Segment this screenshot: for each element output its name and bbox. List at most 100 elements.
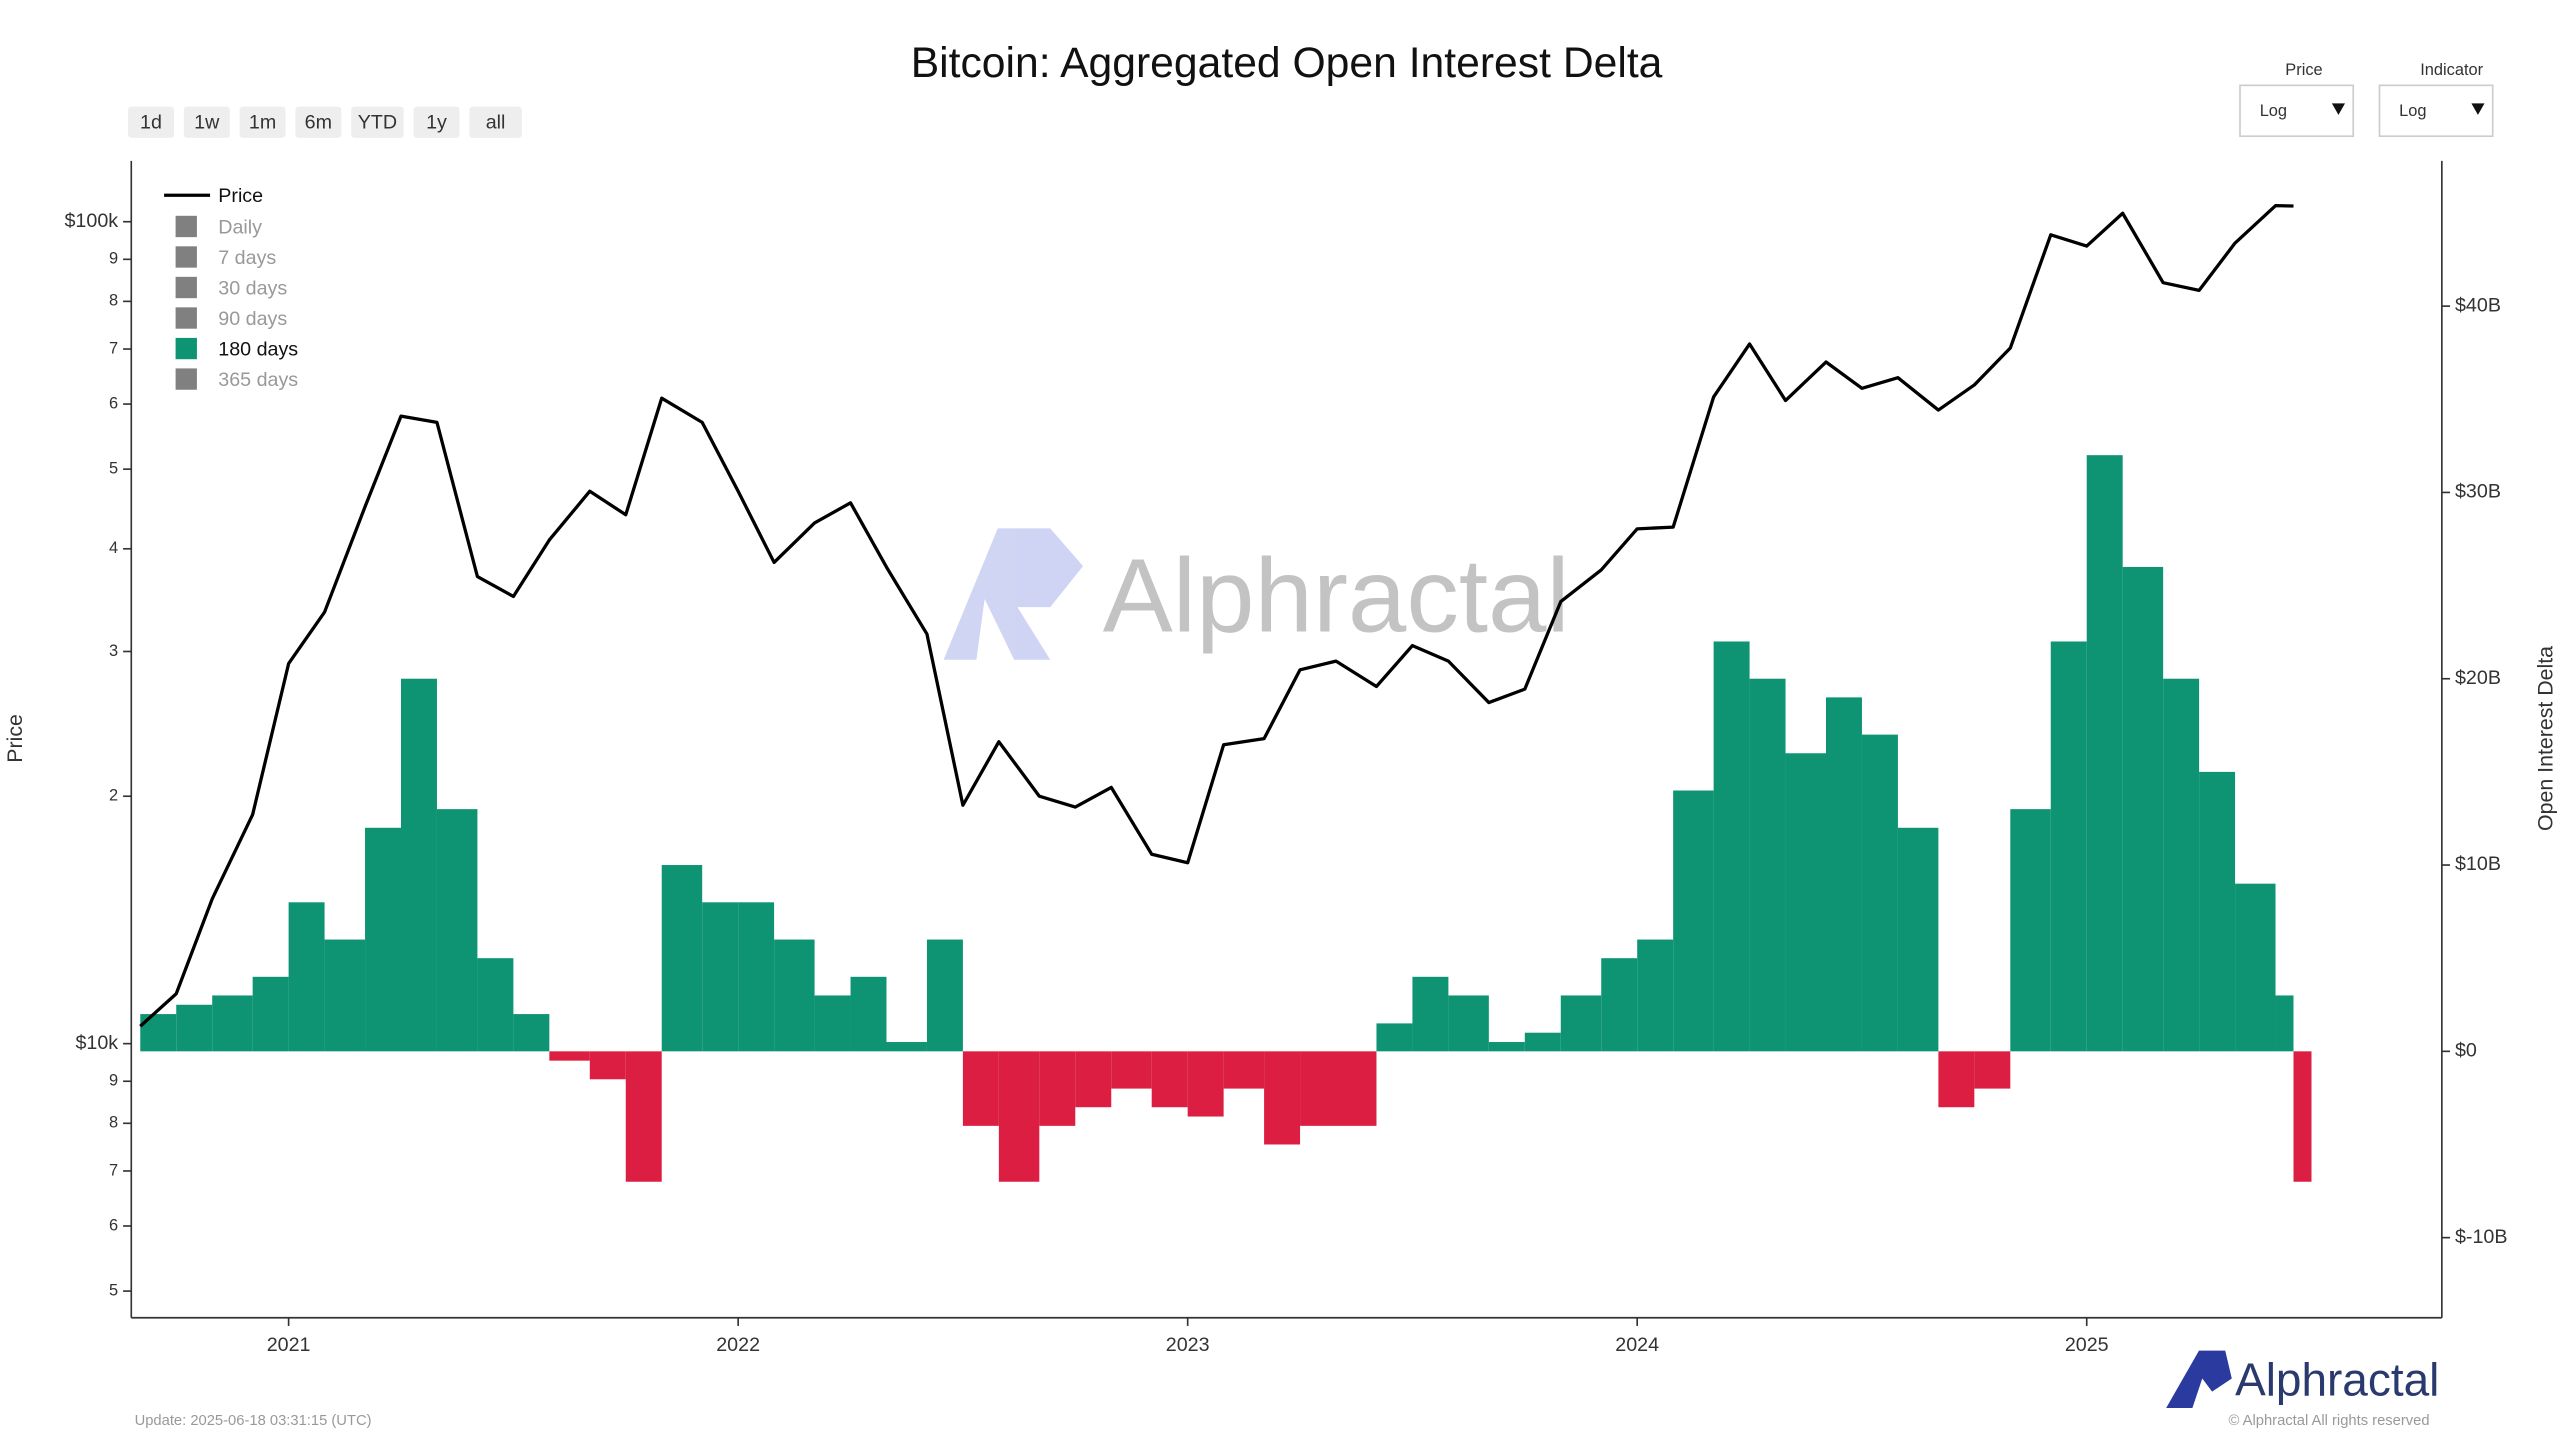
x-tick-label: 2023 — [1166, 1334, 1210, 1356]
range-button-label[interactable]: 1m — [249, 111, 276, 133]
oi-delta-bar — [2122, 566, 2164, 1052]
range-button-label[interactable]: 1d — [140, 111, 162, 133]
oi-delta-bar — [1111, 1051, 1152, 1089]
oi-delta-bar — [2275, 995, 2294, 1052]
oi-delta-bar — [1300, 1051, 1337, 1126]
oi-delta-bar — [1412, 976, 1449, 1052]
oi-delta-bar — [2293, 1051, 2312, 1182]
range-button-label[interactable]: 1y — [426, 111, 447, 133]
oi-delta-bar — [400, 678, 437, 1052]
range-button-box[interactable] — [128, 106, 174, 138]
oi-delta-bar — [1223, 1051, 1265, 1089]
oi-delta-bar — [1825, 697, 1862, 1052]
legend-swatch[interactable] — [175, 215, 197, 238]
oi-delta-bar — [1713, 641, 1750, 1052]
legend-label[interactable]: 90 days — [218, 308, 287, 330]
legend: Price Daily 7 days 30 days 90 days 180 days 36… — [164, 185, 298, 391]
oi-delta-bar — [1637, 939, 1674, 1052]
oi-delta-bar — [1075, 1051, 1112, 1108]
x-tick-label: 2021 — [267, 1334, 311, 1356]
dropdown-arrow[interactable] — [2471, 103, 2485, 115]
range-button[interactable]: 1d — [128, 106, 174, 138]
dropdown-arrow[interactable] — [2331, 103, 2346, 115]
oi-delta-bar — [1524, 1032, 1561, 1052]
range-button[interactable]: 6m — [295, 106, 342, 138]
dropdown-value[interactable]: Log — [2260, 102, 2287, 120]
y-tick-label: 4 — [109, 539, 118, 557]
y-tick-label: 6 — [109, 394, 118, 412]
legend-label[interactable]: 180 days — [218, 338, 298, 360]
legend-swatch[interactable] — [175, 307, 197, 329]
legend-swatch[interactable] — [175, 276, 197, 299]
legend-swatch[interactable] — [175, 337, 197, 360]
legend-swatch[interactable] — [175, 368, 197, 390]
oi-delta-bar — [212, 995, 253, 1052]
x-tick-label: 2025 — [2065, 1334, 2109, 1356]
oi-delta-bar — [176, 1004, 213, 1052]
oi-delta-bar — [774, 939, 815, 1052]
oi-delta-bar — [1601, 958, 1638, 1052]
range-button[interactable]: 1m — [239, 106, 286, 138]
indicator-scale-dropdown[interactable]: Log — [2378, 84, 2494, 138]
range-button-box[interactable] — [239, 106, 286, 138]
dropdown-box[interactable] — [2378, 84, 2494, 138]
y-tick-label: 5 — [109, 1281, 118, 1299]
update-text: Update: 2025-06-18 03:31:15 (UTC) — [135, 1413, 372, 1429]
range-button[interactable]: 1w — [183, 106, 230, 138]
range-button-box[interactable] — [413, 106, 460, 138]
legend-label[interactable]: 365 days — [218, 369, 298, 391]
oi-delta-bar — [477, 958, 514, 1052]
legend-label[interactable]: 7 days — [218, 247, 276, 269]
range-button-label[interactable]: all — [486, 111, 506, 133]
range-button-label[interactable]: YTD — [358, 111, 397, 133]
y-axis-label: Price — [3, 714, 27, 763]
y-tick-label: 6 — [109, 1216, 118, 1234]
range-button-label[interactable]: 6m — [305, 111, 332, 133]
oi-delta-bar — [2086, 455, 2123, 1052]
oi-delta-bar — [702, 902, 739, 1052]
oi-delta-bar — [2163, 678, 2200, 1052]
dropdown-value[interactable]: Log — [2399, 102, 2426, 120]
range-button-label[interactable]: 1w — [194, 111, 220, 133]
oi-delta-bar — [2235, 883, 2276, 1052]
oi-delta-bar — [962, 1051, 999, 1126]
range-button[interactable]: 1y — [413, 106, 460, 138]
y2-tick-label: $30B — [2455, 481, 2501, 503]
oi-delta-bar — [513, 1014, 550, 1052]
range-button[interactable]: all — [469, 106, 522, 138]
price-scale-label: Price — [2285, 61, 2322, 79]
dropdown-box[interactable] — [2239, 84, 2355, 138]
range-button-box[interactable] — [351, 106, 404, 138]
oi-delta-bar — [1749, 678, 1786, 1052]
range-button-box[interactable] — [183, 106, 230, 138]
oi-delta-bar — [1861, 734, 1898, 1052]
range-button[interactable]: YTD — [351, 106, 404, 138]
y-tick-label: 7 — [109, 339, 118, 357]
oi-delta-bar — [926, 939, 963, 1052]
oi-delta-bar — [1488, 1042, 1525, 1052]
y2-tick-label: $0 — [2455, 1040, 2477, 1062]
y-tick-label: 9 — [109, 1072, 118, 1090]
price-scale-dropdown[interactable]: Log — [2239, 84, 2355, 138]
y-tick-label: 5 — [109, 459, 118, 477]
oi-delta-bar — [1336, 1051, 1377, 1126]
y-tick-label: 8 — [109, 292, 118, 310]
legend-label[interactable]: Price — [218, 185, 263, 207]
range-button-box[interactable] — [469, 106, 522, 138]
legend-swatch[interactable] — [175, 246, 197, 268]
range-button-box[interactable] — [295, 106, 342, 138]
copyright: © Alphractal All rights reserved — [2229, 1413, 2430, 1429]
oi-delta-bar — [1974, 1051, 2011, 1089]
x-tick-label: 2022 — [716, 1334, 760, 1356]
oi-delta-bar — [661, 865, 703, 1052]
oi-delta-bar — [998, 1051, 1040, 1182]
y2-tick-label: $20B — [2455, 667, 2501, 689]
legend-label[interactable]: Daily — [218, 216, 262, 238]
y-tick-label: 3 — [109, 642, 118, 660]
legend-label[interactable]: 30 days — [218, 277, 287, 299]
oi-delta-bar — [1187, 1051, 1224, 1117]
price-line — [139, 204, 2294, 1028]
brand-logo — [2166, 1350, 2232, 1408]
oi-delta-bar — [886, 1042, 927, 1052]
